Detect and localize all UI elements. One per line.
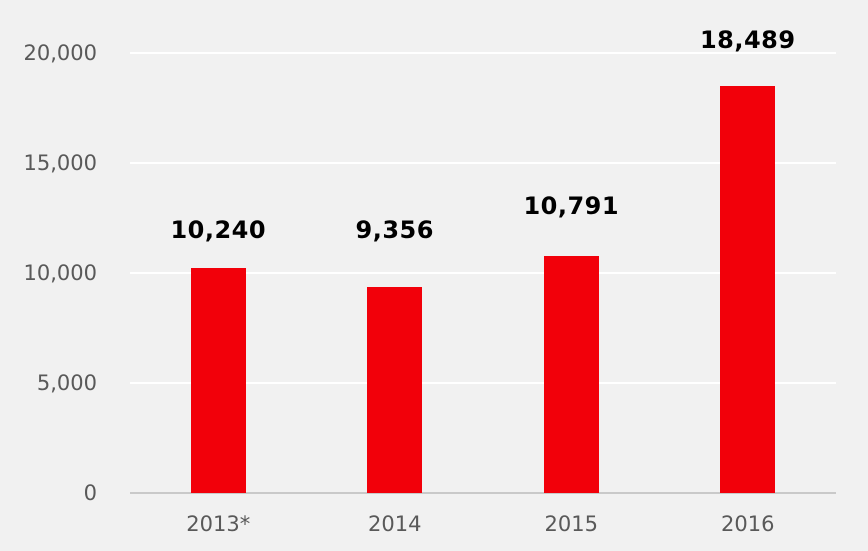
gridline [130,272,836,274]
y-tick-label: 0 [83,481,97,505]
bar-2014 [367,287,423,493]
gridline [130,52,836,54]
x-category-label: 2015 [544,512,598,536]
gridline [130,382,836,384]
x-category-label: 2016 [721,512,775,536]
data-label: 10,791 [523,191,620,220]
data-label: 18,489 [699,26,796,55]
y-tick-label: 20,000 [23,41,97,65]
x-category-label: 2014 [368,512,422,536]
y-tick-label: 10,000 [23,261,97,285]
bar-2013 [190,267,246,493]
y-tick-label: 15,000 [23,151,97,175]
bar-2016 [720,86,776,493]
x-category-label: 2013* [186,512,251,536]
x-axis-line [130,492,836,494]
bar-2015 [543,255,599,493]
data-label: 10,240 [170,215,267,244]
data-label: 9,356 [355,216,434,245]
gridline [130,162,836,164]
y-tick-label: 5,000 [36,371,97,395]
